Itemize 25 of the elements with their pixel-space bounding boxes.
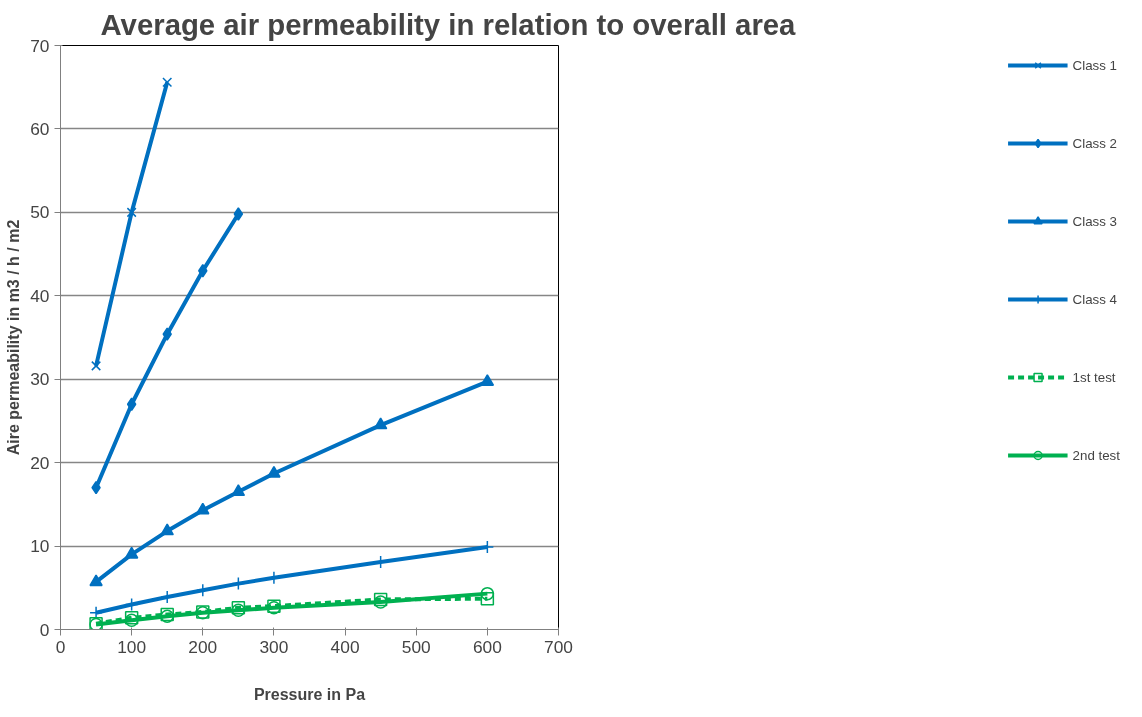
x-tick-label: 400 bbox=[330, 636, 360, 657]
chart-title: Average air permeability in relation to overall area bbox=[100, 7, 797, 41]
legend-label: Class 4 bbox=[1072, 291, 1118, 307]
x-tick-label: 600 bbox=[472, 636, 502, 657]
y-tick-label: 10 bbox=[30, 536, 50, 557]
x-tick-label: 300 bbox=[259, 636, 289, 657]
x-tick-label: 0 bbox=[55, 636, 66, 657]
y-tick-label: 0 bbox=[39, 619, 50, 640]
x-tick-label: 700 bbox=[544, 636, 573, 657]
y-axis-title: Aire permeability in m3 / h / m2 bbox=[5, 219, 23, 456]
legend-label: Class 3 bbox=[1072, 213, 1118, 229]
y-tick-label: 40 bbox=[30, 285, 50, 306]
x-tick-label: 500 bbox=[401, 636, 431, 657]
y-tick-label: 30 bbox=[30, 369, 50, 390]
legend-label: 2nd test bbox=[1072, 447, 1120, 463]
y-tick-label: 60 bbox=[30, 118, 50, 139]
y-tick-label: 50 bbox=[30, 202, 50, 223]
legend-label: 1st test bbox=[1072, 369, 1116, 385]
x-tick-label: 100 bbox=[117, 636, 147, 657]
x-axis-title: Pressure in Pa bbox=[253, 685, 366, 703]
y-tick-label: 70 bbox=[30, 35, 50, 56]
legend-label: Class 2 bbox=[1072, 135, 1118, 151]
legend-label: Class 1 bbox=[1072, 57, 1118, 73]
x-tick-label: 200 bbox=[188, 636, 218, 657]
y-tick-label: 20 bbox=[30, 452, 50, 473]
